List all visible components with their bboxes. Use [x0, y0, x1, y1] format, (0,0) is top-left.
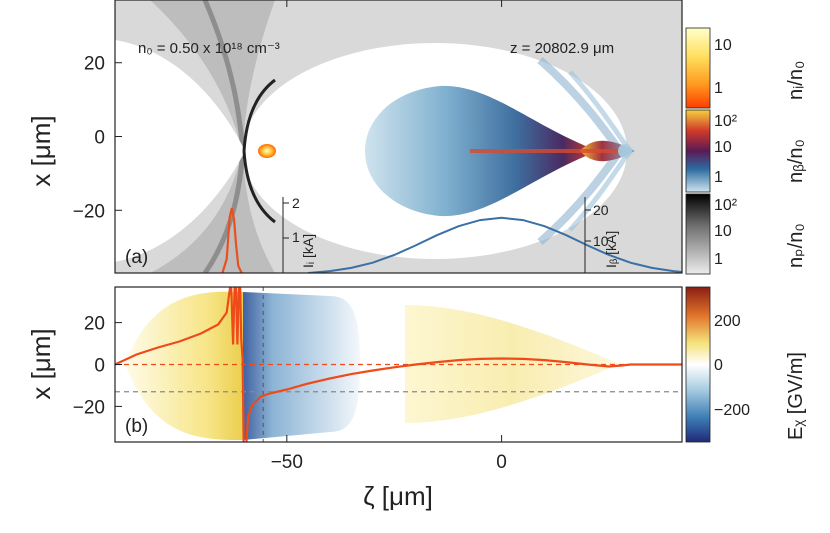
colorbar-beam-gradient [685, 109, 711, 193]
density-annotation: n₀ = 0.50 x 10¹⁸ cm⁻³ [138, 40, 280, 57]
colorbar-plasma-tick-100: 10² [714, 197, 738, 214]
colorbar-beam-tick-100: 10² [714, 113, 738, 130]
colorbar-plasma-gradient [685, 193, 711, 275]
y-tick-label: 0 [94, 128, 105, 149]
ion-axis-tick-1: 1 [292, 229, 300, 245]
panel-b-x-label: ζ [μm] [363, 481, 433, 511]
y-tick-label: 0 [94, 356, 105, 377]
colorbar-ion-label: nᵢ/n₀ [785, 61, 807, 100]
colorbar-beam-tick-1: 1 [714, 169, 723, 186]
panel-a-y-label: x [μm] [26, 115, 56, 186]
y-tick-label: −20 [73, 201, 105, 222]
beam-axis-tick-10: 10 [593, 233, 609, 249]
y-tick-label: 20 [84, 54, 105, 75]
colorbar-plasma-tick-10: 10 [714, 223, 732, 240]
beam-current-axis: 20 10 Iᵦ [kA] [584, 197, 619, 273]
panel-a-label: (a) [125, 247, 148, 268]
panel-b-x-axis: −50 0 [271, 0, 507, 473]
colorbar-ez-tick-neg200: −200 [714, 402, 750, 419]
colorbar-beam-tick-10: 10 [714, 139, 732, 156]
y-tick-label: 20 [84, 314, 105, 335]
on-axis-field-line [115, 287, 682, 442]
x-tick-label: −50 [271, 452, 303, 473]
panel-a-y-axis: −20 0 20 [73, 54, 122, 222]
left-void [115, 40, 245, 262]
ion-axis-tick-2: 2 [292, 195, 300, 211]
colorbar-ion-gradient [685, 27, 711, 109]
panel-a-density-map [115, 0, 682, 273]
plasma-streaks [150, 0, 275, 273]
ion-current-axis: 2 1 Iᵢ [kA] [282, 195, 316, 273]
colorbar-ez-tick-0: 0 [714, 357, 723, 374]
panel-b-y-label: x [μm] [26, 328, 56, 399]
field-negative-region [243, 292, 360, 440]
sheath-edge [242, 78, 276, 224]
panel-b-field-map [115, 287, 682, 442]
colorbar-ez: 200 0 −200 Eᵪ [GV/m] [685, 286, 807, 443]
colorbar-ez-tick-200: 200 [714, 313, 741, 330]
panel-a: 2 1 Iᵢ [kA] 20 10 Iᵦ [kA] n₀ = 0.50 x 10… [26, 0, 683, 274]
ion-current-label: Iᵢ [kA] [300, 234, 316, 268]
colorbar-beam-label: nᵦ/n₀ [785, 139, 807, 183]
panel-b-label: (b) [125, 416, 148, 437]
ion-bunch [258, 144, 276, 158]
colorbar-ion-tick-10: 10 [714, 37, 732, 54]
colorbar-beam: 10² 10 1 nᵦ/n₀ [685, 109, 807, 193]
ion-current-line [221, 208, 243, 273]
colorbar-ez-label: Eᵪ [GV/m] [785, 352, 807, 440]
panel-b-y-axis: −20 0 20 [73, 314, 122, 418]
beam-axis-tick-20: 20 [593, 202, 609, 218]
beam-head [618, 144, 632, 158]
colorbar-ion-tick-1: 1 [714, 80, 723, 97]
x-tick-label: 0 [496, 452, 507, 473]
beam-current-label: Iᵦ [kA] [603, 231, 619, 268]
colorbar-plasma: 10² 10 1 nₚ/n₀ [685, 193, 807, 275]
field-positive-rear [125, 291, 243, 440]
colorbar-ez-gradient [685, 286, 711, 443]
colorbar-ion: 10 1 nᵢ/n₀ [685, 27, 807, 109]
position-annotation: z = 20802.9 μm [510, 40, 614, 57]
colorbar-plasma-tick-1: 1 [714, 251, 723, 268]
beam-core [470, 149, 620, 153]
beam-current-line [308, 216, 682, 273]
colorbar-plasma-label: nₚ/n₀ [785, 223, 807, 268]
y-tick-label: −20 [73, 397, 105, 418]
